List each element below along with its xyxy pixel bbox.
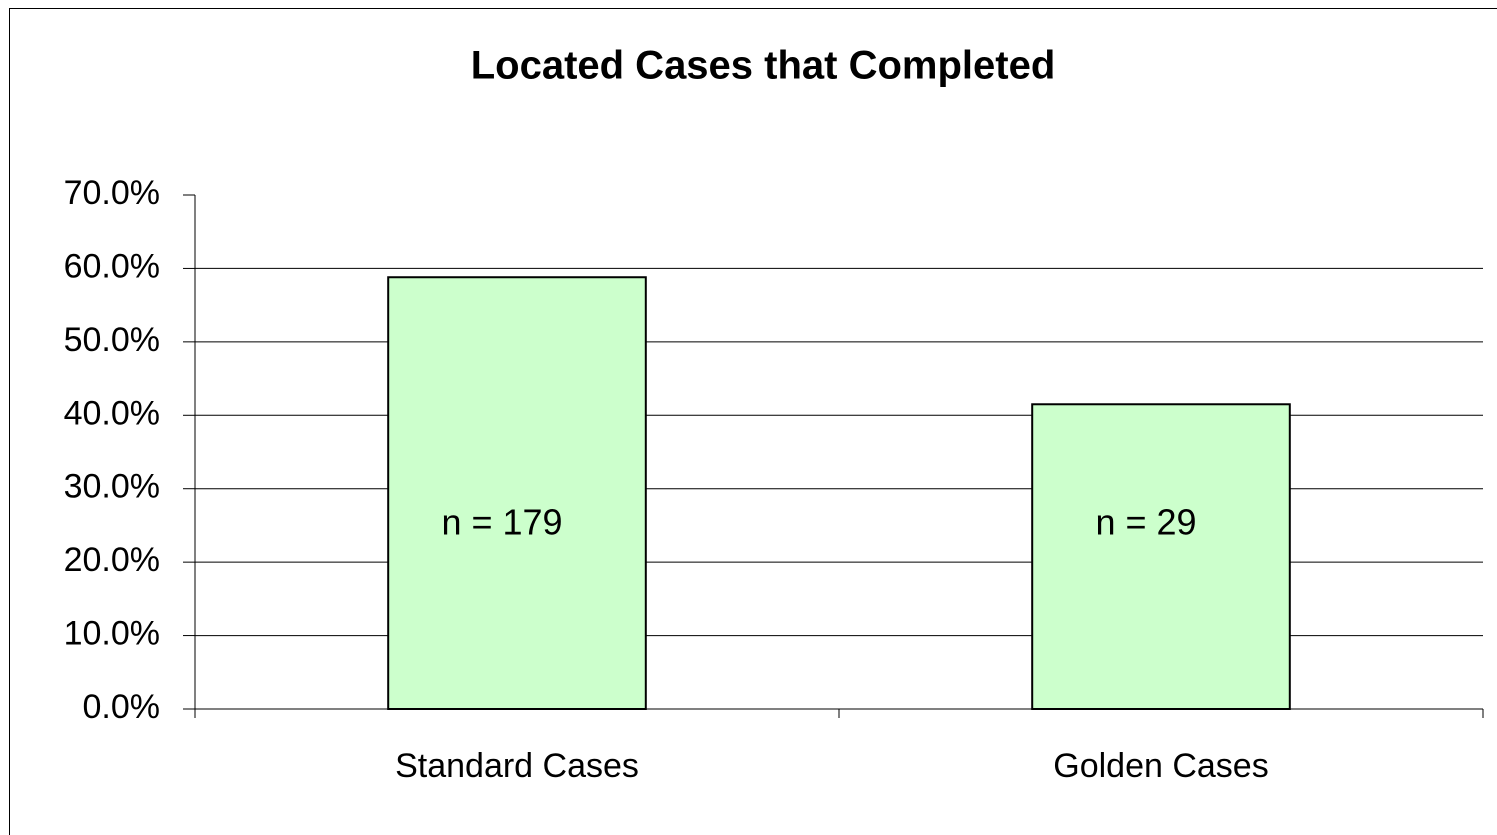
y-tick-label: 20.0% — [64, 541, 160, 579]
bar-annotation: n = 179 — [441, 502, 562, 543]
bar — [387, 276, 647, 710]
y-tick-label: 60.0% — [64, 247, 160, 285]
x-tick-label: Golden Cases — [1053, 747, 1268, 785]
y-tick-label: 70.0% — [64, 174, 160, 212]
y-tick-label: 30.0% — [64, 468, 160, 506]
chart-border — [9, 8, 1497, 835]
y-tick-label: 10.0% — [64, 615, 160, 653]
y-tick-label: 40.0% — [64, 394, 160, 432]
bar — [1031, 403, 1291, 710]
y-tick-label: 0.0% — [83, 688, 161, 726]
bar-annotation: n = 29 — [1095, 502, 1196, 543]
x-tick-label: Standard Cases — [395, 747, 639, 785]
chart-title: Located Cases that Completed — [471, 44, 1056, 88]
y-tick-label: 50.0% — [64, 321, 160, 359]
